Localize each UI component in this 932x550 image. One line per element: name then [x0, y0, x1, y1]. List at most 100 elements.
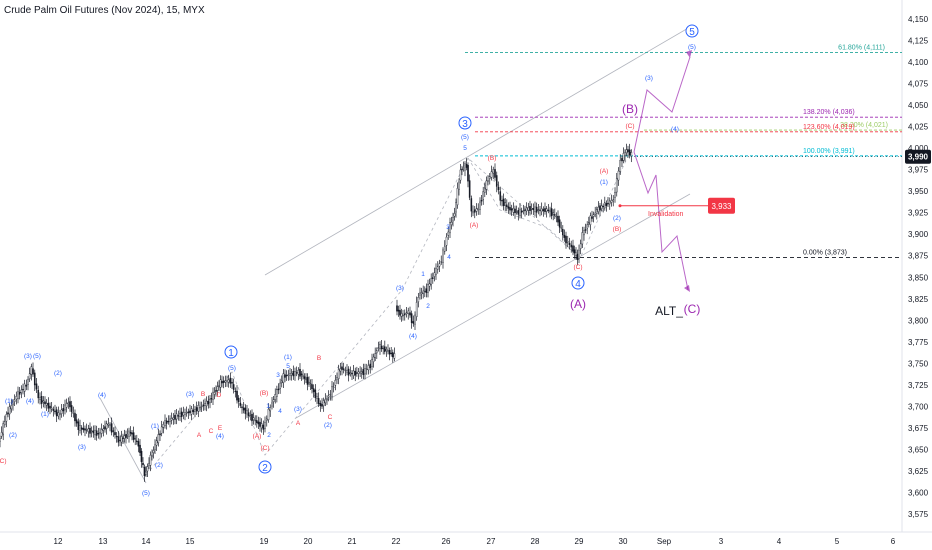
candle-body [346, 369, 348, 373]
fib-level-label: 123.60% (4,019) [803, 124, 855, 131]
wave-label: 4 [447, 254, 451, 261]
candle-body [12, 402, 14, 406]
candle-body [453, 213, 456, 217]
price-tick-label: 3,625 [908, 467, 929, 476]
price-tick-label: 4,050 [908, 101, 929, 110]
candle-body [90, 430, 93, 433]
candle-body [399, 310, 401, 316]
candle-body [77, 421, 80, 430]
candle-body [459, 169, 462, 181]
candle-body [222, 380, 225, 383]
wave-label: (A) [470, 222, 479, 229]
candle-body [237, 397, 240, 403]
candle-body [260, 423, 263, 429]
candle-body [415, 302, 418, 318]
candle-body [324, 398, 327, 404]
candle-body [365, 368, 368, 370]
circled-wave-label: 3 [462, 119, 468, 130]
candle-body [530, 208, 533, 210]
candle-body [510, 208, 513, 211]
candle-body [215, 390, 217, 392]
fib-level-label: 38.20% (4,021) [840, 122, 888, 129]
candle-body [180, 411, 183, 417]
circled-wave-label: 2 [262, 463, 268, 474]
candle-body [438, 263, 441, 267]
candle-body [314, 389, 317, 399]
candle-body [473, 209, 476, 213]
wave-label: (4) [26, 398, 34, 405]
candle-body [409, 312, 411, 316]
candle-body [488, 176, 491, 179]
candle-body [169, 418, 171, 422]
candle-body [625, 149, 628, 154]
candle-body [369, 363, 372, 369]
candle-body [308, 381, 310, 384]
wave-label: (5) [228, 365, 236, 372]
price-tick-label: 4,125 [908, 37, 929, 46]
candle-body [427, 284, 429, 293]
price-tick-label: 3,775 [908, 338, 929, 347]
candle-body [581, 232, 584, 245]
candle-body [515, 211, 518, 213]
candle-body [367, 365, 370, 371]
candle-body [520, 210, 523, 213]
candle-body [435, 267, 437, 275]
candle-body [3, 421, 6, 426]
candle-body [10, 405, 13, 410]
candle-body [5, 414, 8, 422]
candle-body [110, 423, 113, 433]
candle-body [226, 380, 228, 383]
candle-body [535, 206, 538, 213]
candle-body [392, 352, 394, 358]
candle-body [377, 347, 380, 349]
candle-body [221, 381, 223, 384]
candle-body [578, 249, 580, 259]
price-tick-label: 3,900 [908, 230, 929, 239]
candle-body [272, 399, 275, 403]
candle-body [560, 227, 562, 229]
price-tick-label: 3,725 [908, 381, 929, 390]
candle-body [619, 159, 622, 172]
candle-body [72, 412, 75, 414]
candle-body [126, 434, 129, 436]
candle-body [94, 429, 96, 436]
wave-label: (C) [573, 264, 582, 271]
candle-body [154, 444, 156, 450]
circled-wave-marker [224, 345, 238, 359]
candle-body [99, 432, 101, 435]
candle-body [42, 400, 45, 403]
candle-body [568, 242, 571, 245]
candle-body [131, 432, 133, 435]
date-tick-label: 12 [54, 537, 63, 546]
candle-body [537, 209, 540, 211]
candle-body [317, 398, 320, 404]
candle-body [322, 400, 325, 407]
candle-body [534, 206, 536, 213]
candle-body [149, 454, 152, 466]
candle-body [192, 409, 195, 413]
candle-body [352, 370, 355, 376]
candle-body [558, 219, 561, 228]
candle-body [303, 376, 306, 379]
price-tick-label: 4,150 [908, 15, 929, 24]
candle-body [30, 366, 33, 375]
candle-body [532, 208, 535, 211]
candle-body [104, 426, 106, 430]
candle-body [379, 344, 381, 350]
candle-body [407, 310, 410, 314]
candle-body [299, 368, 301, 377]
candle-body [479, 201, 481, 210]
fib-level-label: 100.00% (3,991) [803, 148, 855, 155]
candle-body [542, 209, 545, 211]
candle-body [92, 430, 95, 434]
price-tick-label: 4,025 [908, 123, 929, 132]
candle-body [279, 382, 281, 389]
candle-body [177, 415, 180, 417]
candle-body [135, 440, 138, 442]
wave-label: 1 [421, 271, 425, 278]
candle-body [23, 383, 26, 392]
wave-label: A [197, 432, 202, 439]
candle-body [326, 398, 328, 400]
circled-wave-marker [571, 276, 585, 290]
